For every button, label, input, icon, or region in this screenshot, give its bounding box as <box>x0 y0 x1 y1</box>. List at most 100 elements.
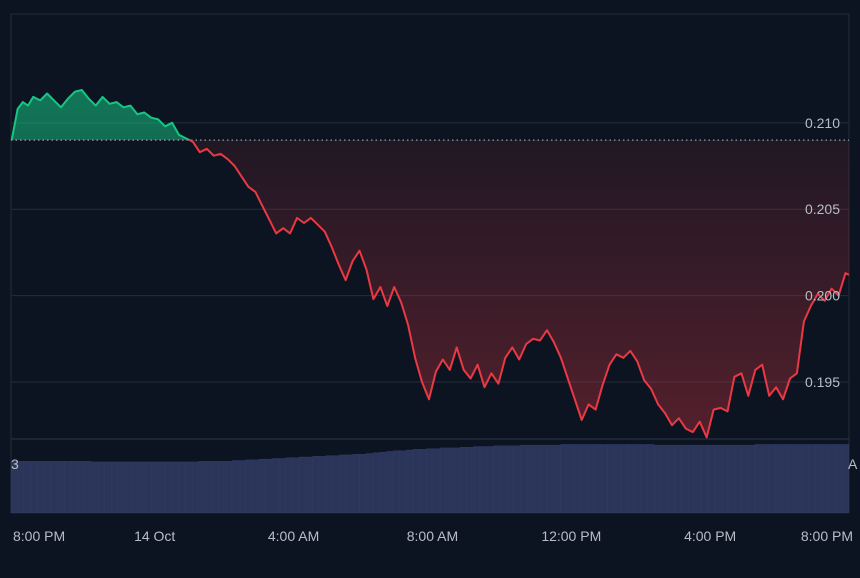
volume-bar-33 <box>232 460 239 514</box>
volume-bar-21 <box>151 461 159 514</box>
y-tick-label-3: 0.195 <box>805 374 840 390</box>
volume-bar-79 <box>540 444 548 514</box>
volume-bar-89 <box>607 444 615 514</box>
volume-bar-1 <box>17 461 25 514</box>
volume-bar-107 <box>728 444 735 514</box>
volume-bar-5 <box>44 461 51 514</box>
volume-bar-26 <box>185 461 192 514</box>
volume-bar-92 <box>627 444 635 514</box>
volume-bar-3 <box>30 461 38 514</box>
volume-bar-77 <box>527 444 534 514</box>
volume-bar-22 <box>158 461 165 514</box>
volume-bar-16 <box>118 461 125 514</box>
volume-bar-47 <box>325 455 333 514</box>
price-line-below <box>11 140 850 439</box>
volume-bar-94 <box>641 444 648 514</box>
volume-bar-84 <box>573 444 581 514</box>
volume-bar-72 <box>493 445 501 514</box>
volume-bar-75 <box>513 445 521 514</box>
volume-bar-40 <box>279 458 286 514</box>
volume-bar-65 <box>446 447 454 514</box>
volume-bar-74 <box>506 445 514 514</box>
x-tick-label-3: 8:00 AM <box>407 528 458 544</box>
volume-bar-37 <box>258 458 266 514</box>
y-tick-label-0: 0.210 <box>805 115 840 131</box>
volume-bar-93 <box>634 444 641 514</box>
volume-bar-87 <box>594 444 601 514</box>
volume-bar-39 <box>272 458 279 514</box>
volume-bar-31 <box>218 461 226 514</box>
volume-bar-52 <box>359 454 367 514</box>
volume-bar-122 <box>828 444 836 514</box>
volume-bar-71 <box>486 446 494 514</box>
volume-bar-98 <box>667 444 675 514</box>
volume-bar-104 <box>708 444 715 514</box>
volume-bar-108 <box>734 444 742 514</box>
volume-bar-51 <box>352 454 360 514</box>
volume-bar-15 <box>111 461 119 514</box>
volume-bar-32 <box>225 461 232 514</box>
volume-bar-6 <box>51 461 58 514</box>
volume-bar-50 <box>346 454 353 514</box>
volume-bar-110 <box>748 444 755 514</box>
volume-bar-116 <box>788 444 796 514</box>
volume-bar-97 <box>661 444 668 514</box>
volume-bar-4 <box>37 461 45 514</box>
volume-bar-23 <box>165 461 172 514</box>
volume-bar-90 <box>614 444 621 514</box>
volume-bar-7 <box>57 461 65 514</box>
volume-bar-11 <box>84 461 92 514</box>
volume-bar-96 <box>654 444 662 514</box>
volume-bar-12 <box>91 461 98 514</box>
volume-bar-117 <box>795 444 802 514</box>
volume-bar-83 <box>567 444 574 514</box>
volume-bar-58 <box>399 450 407 514</box>
volume-bar-24 <box>171 461 179 514</box>
volume-bar-2 <box>24 461 31 514</box>
volume-bar-55 <box>379 451 387 514</box>
volume-bar-102 <box>694 444 702 514</box>
volume-bar-113 <box>768 444 776 514</box>
volume-bar-123 <box>835 444 843 514</box>
volume-bar-70 <box>480 446 487 514</box>
volume-bar-41 <box>285 457 293 514</box>
volume-bar-62 <box>426 448 434 514</box>
x-axis-labels: 8:00 PM 14 Oct 4:00 AM 8:00 AM 12:00 PM 4:00 … <box>13 528 853 544</box>
volume-bar-29 <box>205 461 212 514</box>
volume-bar-78 <box>533 444 541 514</box>
volume-bar-124 <box>842 444 849 514</box>
volume-bar-73 <box>500 445 507 514</box>
volume-left-clipped-label: 3 <box>11 456 19 472</box>
y-tick-label-2: 0.200 <box>805 288 840 304</box>
volume-bar-49 <box>339 454 346 514</box>
volume-bar-120 <box>815 444 822 514</box>
y-axis-labels: 0.210 0.205 0.200 0.195 <box>805 115 840 390</box>
volume-bar-38 <box>265 458 273 514</box>
x-tick-label-2: 4:00 AM <box>268 528 319 544</box>
volume-bar-67 <box>460 447 467 514</box>
volume-bar-91 <box>620 444 628 514</box>
volume-bar-14 <box>104 461 112 514</box>
volume-right-clipped-label: A <box>848 456 858 472</box>
volume-bar-8 <box>64 461 72 514</box>
volume-bar-59 <box>406 449 413 514</box>
area-above-baseline <box>11 90 849 141</box>
volume-bar-118 <box>801 444 809 514</box>
volume-bar-28 <box>198 461 206 514</box>
volume-bar-106 <box>721 444 729 514</box>
volume-bar-43 <box>299 456 306 514</box>
volume-bar-35 <box>245 459 253 514</box>
volume-bar-19 <box>138 461 145 514</box>
volume-bar-88 <box>600 444 608 514</box>
volume-bar-46 <box>319 456 326 514</box>
volume-bar-101 <box>687 444 695 514</box>
volume-bar-57 <box>392 450 400 514</box>
volume-bar-45 <box>312 456 320 514</box>
volume-bar-114 <box>775 444 782 514</box>
volume-bar-61 <box>419 449 427 514</box>
volume-bar-115 <box>781 444 789 514</box>
volume-bar-111 <box>754 444 762 514</box>
volume-bar-69 <box>473 446 481 514</box>
